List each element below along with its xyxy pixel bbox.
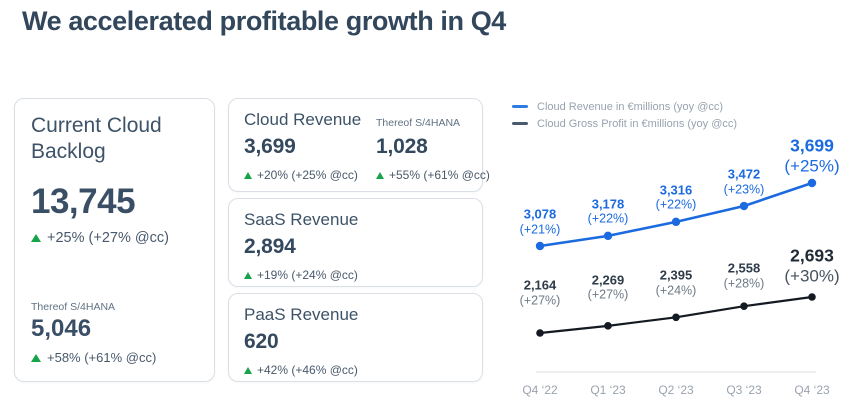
cloud-revenue-change-row: +20% (+25% @cc) [244, 168, 362, 182]
increase-triangle-icon [244, 171, 252, 179]
paas-revenue-card: PaaS Revenue 620 +42% (+46% @cc) [228, 293, 483, 382]
data-point-label: 2,395 (+24%) [655, 267, 697, 298]
cloud-revenue-title: Cloud Revenue [244, 110, 362, 129]
increase-triangle-icon [31, 233, 41, 242]
x-axis-label: Q2 ‘23 [658, 383, 694, 397]
paas-revenue-change-row: +42% (+46% @cc) [244, 363, 467, 377]
current-cloud-backlog-card: Current Cloud Backlog 13,745 +25% (+27% … [14, 98, 215, 382]
increase-triangle-icon [244, 271, 252, 279]
data-point-label: 3,699 (+25%) [784, 135, 840, 175]
chart-canvas [535, 178, 817, 373]
cloud-revenue-s4hana-label: Thereof S/4HANA [376, 117, 461, 129]
data-point-label: 3,472 (+23%) [723, 166, 765, 197]
backlog-s4hana-change-row: +58% (+61% @cc) [31, 350, 198, 365]
increase-triangle-icon [376, 171, 384, 179]
backlog-change-row: +25% (+27% @cc) [31, 230, 198, 246]
backlog-value: 13,745 [31, 181, 136, 221]
legend-item-1: Cloud Gross Profit in €millions (yoy @cc… [512, 115, 737, 132]
backlog-card-title: Current Cloud Backlog [31, 114, 162, 164]
backlog-change: +25% (+27% @cc) [47, 229, 169, 246]
x-axis-label: Q4 ‘23 [794, 383, 830, 397]
cloud-revenue-s4hana-change: +55% (+61% @cc) [389, 168, 490, 182]
data-point-label: 3,316 (+22%) [655, 182, 697, 212]
backlog-s4hana-label: Thereof S/4HANA [31, 301, 116, 313]
cloud-revenue-card: Cloud Revenue Thereof S/4HANA 3,699 1,02… [228, 98, 490, 192]
saas-revenue-change-row: +19% (+24% @cc) [244, 268, 467, 282]
backlog-s4hana-block: Thereof S/4HANA 5,046 +58% (+61% @cc) [31, 301, 198, 365]
x-axis-label: Q4 ‘22 [522, 383, 558, 397]
cloud-revenue-s4hana-value: 1,028 [376, 135, 428, 158]
paas-revenue-change: +42% (+46% @cc) [257, 363, 358, 377]
page-title: We accelerated profitable growth in Q4 [22, 6, 506, 36]
paas-revenue-value: 620 [244, 330, 279, 353]
chart-legend: Cloud Revenue in €millions (yoy @cc) Clou… [512, 98, 737, 132]
legend-label: Cloud Gross Profit in €millions (yoy @cc… [537, 117, 738, 130]
cloud-revenue-s4hana-change-row: +55% (+61% @cc) [376, 168, 490, 182]
x-axis-label: Q1 ‘23 [590, 383, 626, 397]
legend-item-0: Cloud Revenue in €millions (yoy @cc) [512, 98, 737, 115]
backlog-s4hana-change: +58% (+61% @cc) [47, 350, 157, 365]
data-point-label: 3,178 (+22%) [587, 196, 629, 226]
increase-triangle-icon [31, 353, 41, 362]
data-point-label: 3,078 (+21%) [519, 206, 561, 236]
x-axis-label: Q3 ‘23 [726, 383, 762, 397]
saas-revenue-title: SaaS Revenue [244, 210, 359, 229]
data-point-label: 2,269 (+27%) [587, 272, 629, 302]
data-point-label: 2,164 (+27%) [519, 277, 561, 307]
chart: Cloud Revenue in €millions (yoy @cc) Clou… [500, 95, 862, 407]
saas-revenue-card: SaaS Revenue 2,894 +19% (+24% @cc) [228, 198, 483, 287]
legend-line-swatch [512, 122, 528, 125]
data-point-label: 2,693 (+30%) [784, 245, 840, 285]
paas-revenue-title: PaaS Revenue [244, 305, 359, 324]
cloud-revenue-change: +20% (+25% @cc) [257, 168, 358, 182]
data-point-label: 2,558 (+28%) [723, 260, 765, 291]
backlog-s4hana-value: 5,046 [31, 315, 92, 342]
saas-revenue-value: 2,894 [244, 235, 296, 258]
increase-triangle-icon [244, 366, 252, 374]
legend-line-swatch [512, 105, 528, 108]
saas-revenue-change: +19% (+24% @cc) [257, 268, 358, 282]
cloud-revenue-value: 3,699 [244, 135, 296, 158]
legend-label: Cloud Revenue in €millions (yoy @cc) [537, 100, 724, 113]
